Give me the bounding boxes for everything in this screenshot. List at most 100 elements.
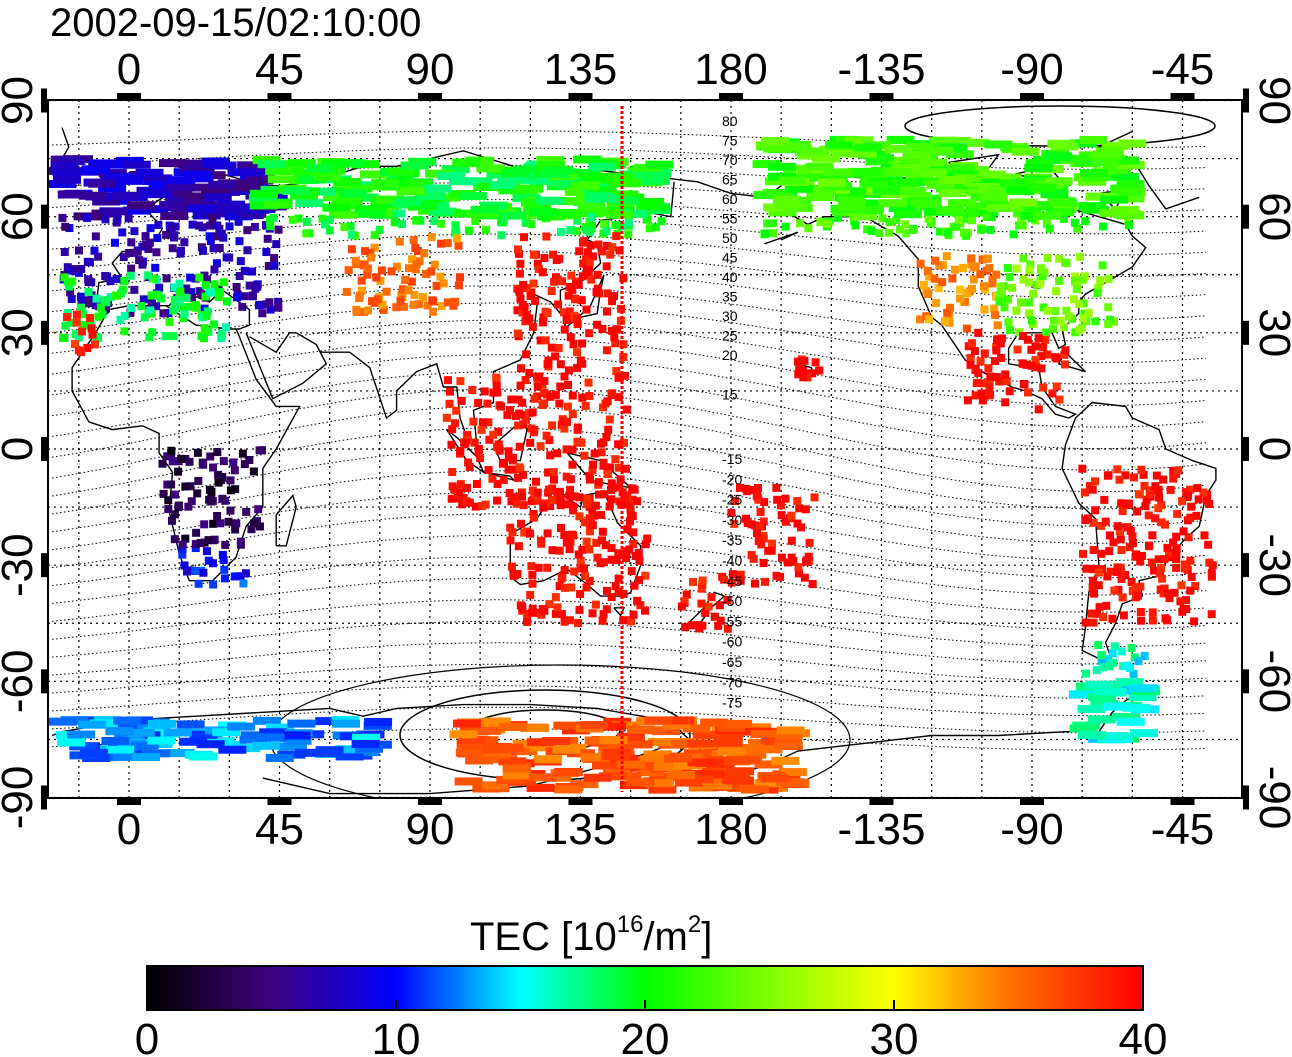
tec-cell (569, 340, 578, 349)
tec-cell (1141, 502, 1150, 511)
tec-cell (566, 475, 575, 484)
tec-cell (509, 492, 518, 501)
tec-cell (240, 266, 249, 275)
tec-cell (1094, 641, 1103, 650)
tec-cell (1012, 264, 1021, 273)
tec-cell (477, 425, 486, 434)
tec-cell (543, 773, 572, 782)
tec-cell (529, 279, 538, 288)
tec-cell (1187, 572, 1196, 581)
tec-cell (967, 284, 976, 293)
magnetic-contour (52, 642, 1206, 682)
tec-cell (719, 575, 728, 584)
tec-cell (556, 227, 565, 236)
tec-cell (554, 300, 563, 309)
tec-cell (1069, 724, 1098, 733)
tec-cell (968, 216, 977, 225)
tec-cell (716, 616, 725, 625)
tec-cell (1045, 224, 1054, 233)
tec-cell (885, 218, 894, 227)
tec-cell (1004, 318, 1013, 327)
tec-cell (191, 301, 200, 310)
tec-cell (825, 140, 854, 149)
tec-cell (1100, 195, 1129, 204)
tec-cell (148, 180, 177, 189)
tec-cell (800, 573, 809, 582)
tec-cell (350, 193, 379, 202)
tec-cell (562, 472, 571, 481)
tec-cell (754, 537, 763, 546)
tec-cell (529, 513, 538, 522)
tec-cell (188, 220, 197, 229)
tec-cell (67, 294, 76, 303)
tec-cell (227, 722, 256, 731)
tec-cell (530, 394, 539, 403)
tec-cell (215, 243, 224, 252)
tec-cell (231, 525, 240, 534)
tec-cell (996, 282, 1005, 291)
tec-cell (493, 479, 502, 488)
tec-cell (144, 190, 173, 199)
tec-cell (53, 175, 82, 184)
tec-cell (568, 445, 577, 454)
tec-cell (496, 402, 505, 411)
tec-cell (640, 606, 649, 615)
tec-cell (942, 252, 951, 261)
lat-tick-label: 90 (1250, 76, 1292, 125)
tec-cell (562, 417, 571, 426)
tec-cell (197, 290, 206, 299)
tec-cell (1070, 218, 1079, 227)
tec-cell (776, 572, 785, 581)
tec-cell (909, 225, 918, 234)
tec-cell (980, 349, 989, 358)
tec-cell (772, 195, 801, 204)
tec-cell (521, 415, 530, 424)
tec-cell (321, 159, 350, 168)
tec-cell (574, 550, 583, 559)
lon-tick-label: -135 (837, 45, 925, 94)
tec-cell (918, 168, 947, 177)
tec-cell (1181, 596, 1190, 605)
tec-cell (1129, 669, 1138, 678)
tec-cell (212, 728, 241, 737)
tec-cell (974, 328, 983, 337)
tec-cell (575, 493, 584, 502)
tec-cell (1042, 328, 1051, 337)
tec-cell (511, 412, 520, 421)
tec-cell (137, 301, 146, 310)
tec-cell (338, 189, 367, 198)
tec-cell (68, 277, 77, 286)
tec-cell (398, 220, 407, 229)
tec-cell (1192, 511, 1201, 520)
tec-cell (456, 480, 465, 489)
tec-cell (577, 438, 586, 447)
tec-cell (1039, 383, 1048, 392)
tec-cell (499, 218, 508, 227)
tec-cell (239, 735, 268, 744)
tec-cell (1034, 334, 1043, 343)
tec-cell (189, 730, 218, 739)
tec-cell (155, 283, 164, 292)
tec-cell (607, 544, 616, 553)
tec-cell (178, 540, 187, 549)
tec-cell (570, 492, 579, 501)
tec-cell (573, 155, 602, 164)
tec-cell (202, 311, 211, 320)
contour-label: -40 (722, 553, 742, 569)
tec-cell (602, 586, 611, 595)
tec-cell (959, 228, 968, 237)
tec-cell (987, 213, 996, 222)
tec-cell (252, 716, 281, 725)
colorbar-label-end: ] (701, 915, 712, 959)
tec-cell (469, 417, 478, 426)
lon-tick-label: 180 (694, 805, 767, 854)
tec-cell (1035, 279, 1044, 288)
tec-cell (416, 216, 425, 225)
frame-tick-marks (41, 88, 1249, 810)
tec-cell (560, 424, 569, 433)
tec-cell (127, 238, 136, 247)
tec-cell (514, 542, 523, 551)
tec-cell (1165, 548, 1174, 557)
tec-cell (224, 517, 233, 526)
tec-cell (760, 774, 789, 783)
